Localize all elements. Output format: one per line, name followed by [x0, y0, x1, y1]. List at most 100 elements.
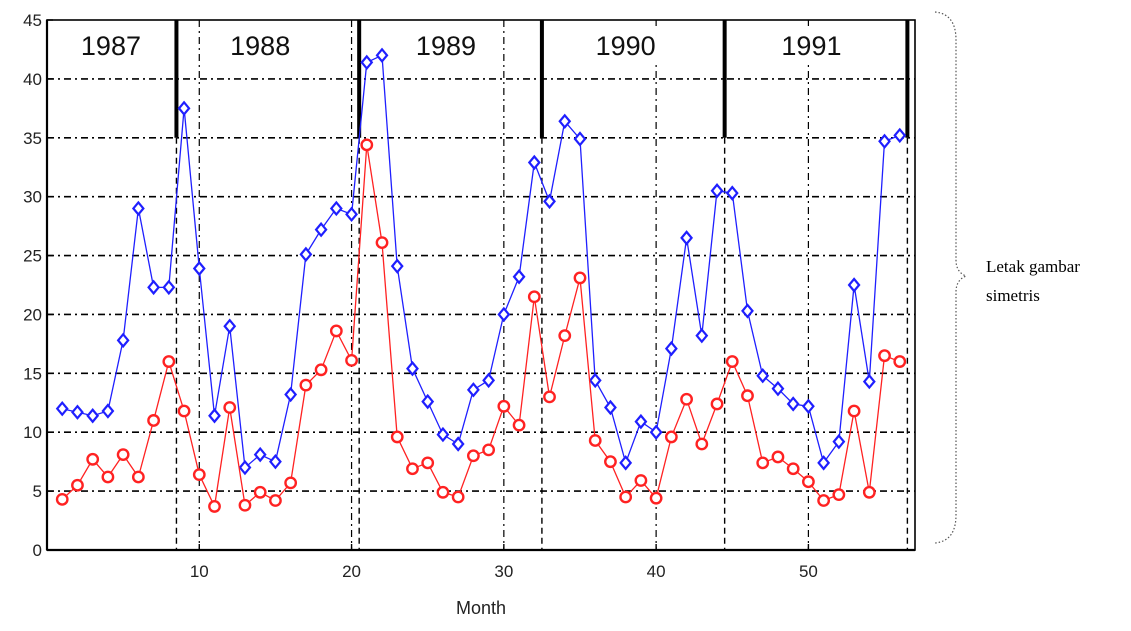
series-1-point: [482, 372, 496, 389]
series-1-point: [801, 398, 815, 415]
series-1-point: [101, 403, 115, 419]
series-1-point: [680, 230, 694, 246]
series-2-point: [71, 478, 84, 492]
year-label: 1989: [416, 31, 476, 61]
series-1-point: [527, 154, 541, 171]
series-2-point: [360, 138, 374, 152]
series-2-point: [756, 456, 770, 470]
x-tick-label: 10: [190, 562, 209, 581]
series-1-point: [451, 436, 465, 452]
series-2-point: [634, 474, 648, 487]
series-2-point: [741, 389, 754, 403]
y-tick-label: 15: [23, 364, 42, 383]
x-tick-label: 40: [647, 562, 666, 581]
series-1-point: [832, 433, 846, 450]
series-1-point: [573, 131, 587, 147]
series-2-point: [878, 349, 891, 363]
series-1-point: [543, 193, 556, 210]
series-1-point: [390, 258, 404, 274]
x-tick-label: 50: [799, 562, 818, 581]
series-2-point: [604, 455, 617, 469]
series-2-point: [436, 485, 450, 499]
series-2-point: [223, 401, 237, 414]
series-2-point: [725, 355, 739, 368]
year-label: 1988: [230, 31, 290, 61]
series-2-point: [314, 363, 328, 377]
tick-labels: 0 5 10 15 20 25 30 35 40 45 10 20 30 40 50: [23, 11, 818, 581]
series-2-point: [86, 452, 100, 466]
series-2-point: [527, 290, 541, 304]
series-2-point: [862, 485, 876, 499]
y-tick-label: 25: [23, 247, 42, 266]
series-1-point: [847, 277, 861, 293]
plot-frame: [45, 19, 916, 552]
series-2-point: [238, 498, 252, 512]
year-label-bg: [222, 26, 299, 62]
series-1-point: [406, 360, 419, 377]
series-2-point: [543, 390, 556, 404]
y-tick-label: 45: [23, 11, 42, 30]
series-2-point: [680, 392, 693, 406]
series-1-point: [756, 367, 770, 384]
series-2-point: [299, 378, 313, 392]
series-1-point: [893, 127, 907, 144]
year-label: 1991: [781, 31, 841, 61]
series-2-point: [817, 494, 831, 507]
grid-lines: [47, 20, 915, 550]
year-label-bg: [407, 26, 484, 62]
series-1-point: [619, 455, 633, 471]
year-label: 1990: [596, 31, 656, 61]
series-1-point: [162, 279, 176, 296]
series-2-point: [131, 470, 145, 484]
series-2-point: [649, 491, 663, 505]
series-2-point: [406, 462, 419, 476]
series-1-point: [147, 279, 161, 296]
series-1-point: [329, 200, 343, 217]
y-tick-label: 40: [23, 70, 42, 89]
series-1-point: [421, 393, 435, 410]
series-1-point: [375, 47, 389, 64]
series-1-point: [116, 332, 130, 349]
series-2-point: [573, 271, 587, 285]
series-2-point: [695, 437, 709, 451]
series-2-point: [101, 470, 115, 484]
series-1-point: [238, 459, 252, 476]
series-1-point: [86, 408, 100, 424]
series-1-point: [862, 373, 876, 390]
series-1-point: [878, 133, 891, 150]
series-2-point: [482, 443, 496, 457]
year-label-bg: [587, 26, 664, 62]
series-2-point: [116, 448, 130, 461]
series-1-point: [695, 327, 709, 344]
series-2-point: [558, 329, 572, 343]
y-tick-label: 0: [33, 541, 42, 560]
series-1-point: [786, 396, 800, 412]
series-1-point: [299, 246, 313, 263]
series-2-point: [512, 418, 526, 432]
series-1-point: [360, 54, 374, 71]
series-2-point: [497, 399, 511, 413]
series-2-point: [588, 434, 602, 447]
x-tick-label: 30: [494, 562, 513, 581]
y-tick-label: 30: [23, 188, 42, 207]
series-2-point: [619, 490, 633, 504]
series-layer: [55, 47, 907, 513]
x-axis-title: Month: [456, 598, 506, 618]
series-1-point: [131, 200, 145, 217]
y-tick-label: 5: [33, 482, 42, 501]
series-1-point: [177, 100, 191, 117]
series-1-point: [725, 185, 739, 201]
series-2-point: [162, 355, 176, 368]
series-2-point: [208, 500, 221, 513]
series-1-point: [71, 404, 84, 420]
series-2-point: [269, 494, 282, 507]
series-2-point: [375, 236, 389, 250]
y-tick-label: 35: [23, 129, 42, 148]
series-1-point: [664, 340, 678, 357]
series-2-point: [664, 430, 678, 444]
annotation-line-2: simetris: [986, 286, 1040, 305]
series-2-point: [147, 414, 160, 427]
brace-annotation: [934, 11, 968, 544]
y-tick-label: 10: [23, 423, 42, 442]
